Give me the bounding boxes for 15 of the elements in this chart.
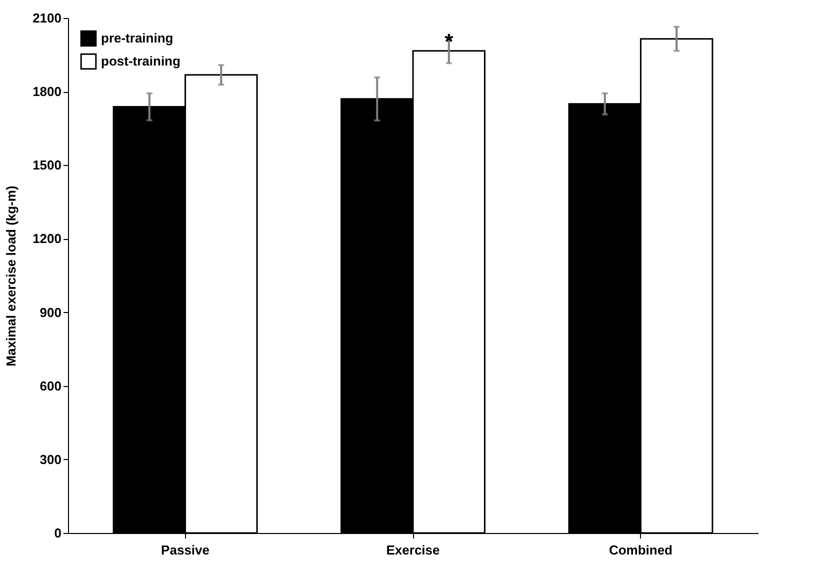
y-tick-label: 600 — [40, 378, 62, 394]
legend-label: pre-training — [101, 30, 174, 46]
y-tick-label: 300 — [40, 452, 62, 467]
x-tick-label: Combined — [608, 542, 673, 558]
y-tick-label: 900 — [40, 304, 62, 320]
legend-label: post-training — [101, 54, 180, 68]
y-tick-label: 2100 — [32, 10, 62, 26]
y-tick-label: 1800 — [32, 84, 62, 100]
y-tick-label: 1500 — [32, 158, 62, 173]
y-axis-title: Maximal exercise load (kg-m) — [4, 186, 19, 366]
y-tick-label: 0 — [54, 526, 62, 540]
x-tick-label: Passive — [161, 542, 210, 558]
annotation: * — [444, 29, 454, 54]
x-tick-label: Exercise — [386, 542, 440, 558]
y-tick-label: 1200 — [32, 231, 62, 246]
